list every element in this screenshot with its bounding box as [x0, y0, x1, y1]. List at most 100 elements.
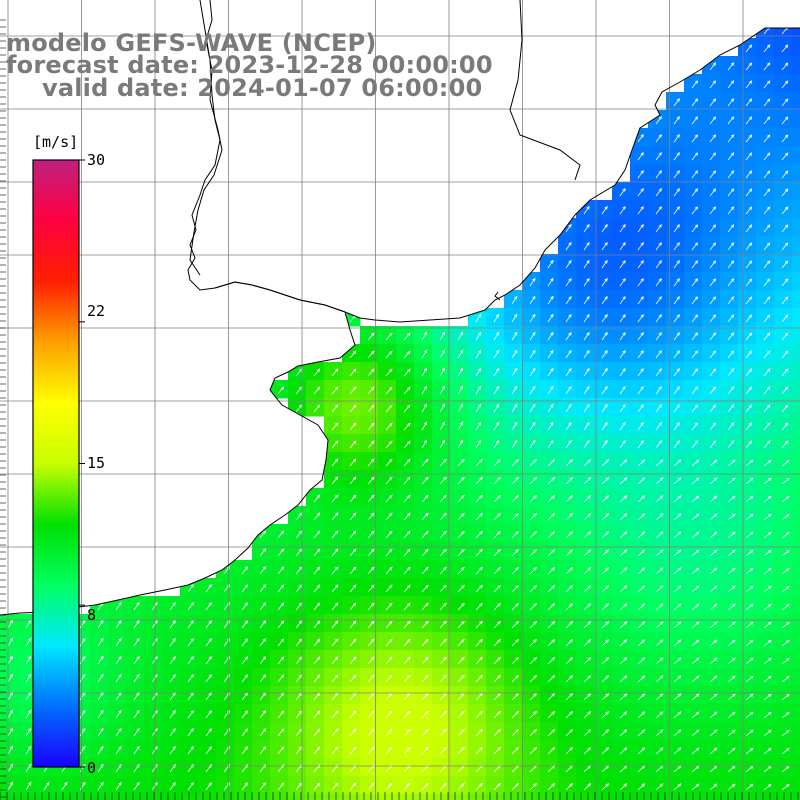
wind-cell — [774, 704, 793, 723]
wind-cell — [684, 380, 703, 399]
wind-arrow-head — [497, 782, 501, 787]
wind-cell — [378, 380, 397, 399]
wind-cell — [486, 380, 505, 399]
wind-arrow — [619, 459, 627, 467]
wind-cell — [612, 182, 631, 201]
wind-cell — [378, 704, 397, 723]
wind-cell — [306, 506, 325, 525]
wind-arrow-head — [658, 422, 662, 426]
wind-cell — [594, 380, 613, 399]
wind-arrow — [349, 458, 357, 467]
wind-cell — [18, 776, 37, 795]
wind-arrow — [763, 134, 771, 143]
wind-arrow — [745, 459, 754, 467]
wind-arrow — [709, 477, 718, 485]
wind-arrow-head — [767, 783, 772, 788]
wind-arrow — [547, 386, 554, 395]
wind-arrow-head — [532, 367, 536, 372]
wind-cell — [594, 218, 613, 237]
wind-cell — [594, 632, 613, 651]
wind-cell — [522, 380, 541, 399]
wind-cell — [738, 560, 757, 579]
wind-cell — [684, 236, 703, 255]
wind-cell — [540, 326, 559, 345]
wind-arrow-head — [677, 531, 682, 535]
wind-arrow — [727, 585, 736, 593]
wind-arrow — [691, 513, 700, 521]
wind-arrow — [493, 531, 501, 539]
wind-arrow-head — [316, 512, 321, 517]
wind-cell — [378, 722, 397, 741]
wind-cell — [630, 218, 649, 237]
wind-arrow — [763, 495, 772, 503]
wind-arrow — [619, 567, 627, 575]
wind-arrow — [133, 620, 140, 629]
wind-arrow-head — [551, 621, 556, 625]
wind-arrow — [25, 638, 32, 647]
wind-arrow-head — [407, 746, 411, 751]
wind-cell — [684, 596, 703, 615]
wind-cell — [306, 632, 325, 651]
wind-arrow — [547, 729, 555, 737]
wind-arrow — [745, 693, 754, 701]
wind-arrow-head — [532, 277, 536, 282]
wind-cell — [432, 668, 451, 687]
wind-arrow — [565, 729, 573, 737]
wind-arrow — [313, 674, 321, 683]
wind-arrow — [313, 602, 321, 611]
wind-arrow-head — [389, 584, 393, 589]
wind-arrow — [709, 116, 716, 125]
wind-arrow — [133, 638, 140, 647]
wind-arrow — [637, 296, 644, 305]
wind-arrow-head — [441, 331, 446, 336]
wind-arrow-head — [784, 440, 789, 445]
wind-arrow — [583, 386, 590, 395]
wind-arrow-head — [623, 495, 628, 499]
wind-cell — [594, 704, 613, 723]
wind-cell — [468, 326, 487, 345]
wind-arrow — [529, 711, 537, 719]
wind-arrow-head — [622, 313, 626, 318]
wind-arrow — [565, 693, 573, 701]
wind-arrow — [565, 675, 573, 683]
wind-cell — [468, 344, 487, 363]
wind-cell — [234, 560, 253, 579]
wind-arrow — [727, 693, 736, 701]
wind-arrow — [763, 44, 771, 53]
wind-cell — [540, 776, 559, 795]
wind-arrow-head — [316, 548, 321, 553]
wind-cell — [702, 290, 721, 309]
wind-arrow-head — [676, 242, 680, 246]
wind-cell — [702, 524, 721, 543]
wind-arrow-head — [407, 674, 411, 679]
wind-arrow — [781, 766, 790, 773]
wind-arrow-head — [730, 278, 735, 282]
wind-cell — [0, 776, 19, 795]
wind-arrow-head — [766, 404, 771, 408]
wind-cell — [180, 596, 199, 615]
wind-arrow — [529, 386, 536, 395]
wind-arrow — [241, 746, 248, 755]
wind-arrow-head — [568, 313, 572, 318]
wind-arrow — [403, 783, 411, 791]
wind-cell — [612, 380, 631, 399]
wind-cell — [360, 362, 379, 381]
wind-cell — [288, 668, 307, 687]
wind-cell — [792, 110, 800, 129]
wind-arrow — [277, 530, 284, 539]
wind-cell — [720, 110, 739, 129]
wind-arrow-head — [749, 711, 754, 716]
wind-arrow — [313, 710, 321, 719]
wind-arrow-head — [766, 332, 771, 336]
wind-arrow — [349, 530, 357, 539]
wind-arrow — [439, 459, 447, 467]
wind-cell — [756, 56, 775, 75]
wind-cell — [0, 704, 19, 723]
wind-arrow-head — [389, 314, 393, 319]
wind-cell — [468, 794, 487, 800]
wind-arrow-head — [461, 548, 465, 553]
wind-arrow-head — [695, 639, 700, 643]
wind-cell — [702, 110, 721, 129]
wind-cell — [702, 776, 721, 795]
wind-arrow — [403, 567, 411, 575]
